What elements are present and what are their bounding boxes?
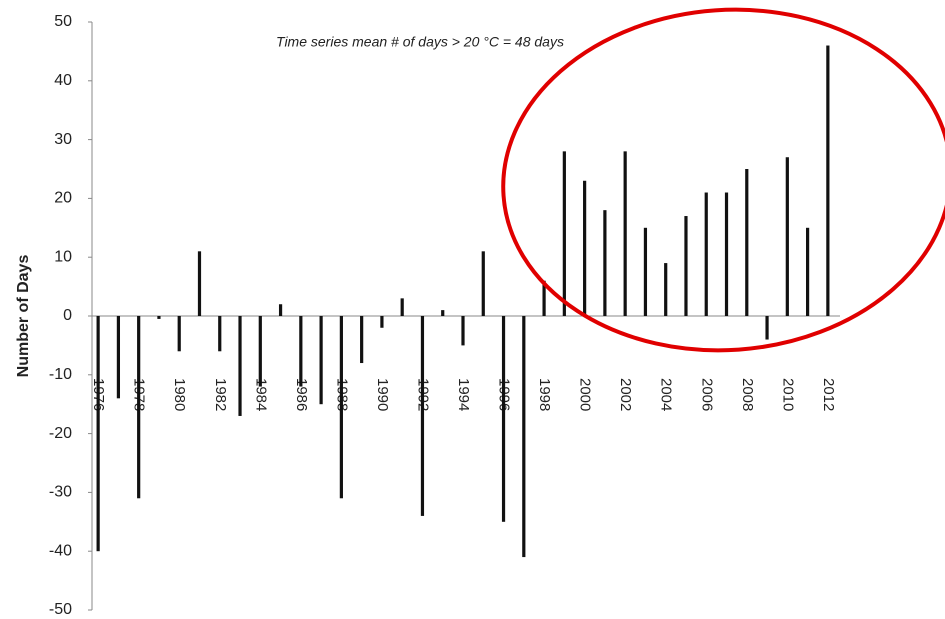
bar: [826, 45, 830, 317]
y-tick-label: -20: [49, 425, 72, 442]
highlight-ellipse: [501, 7, 945, 353]
bar: [420, 316, 425, 516]
bar: [380, 316, 384, 328]
bar: [745, 169, 749, 316]
bar: [461, 316, 465, 346]
bar: [664, 263, 668, 316]
bar: [643, 227, 648, 316]
y-axis-label: Number of Days: [15, 255, 32, 378]
bar: [765, 316, 769, 340]
bar: [96, 316, 100, 552]
y-tick-label: 0: [63, 307, 72, 324]
bar: [177, 316, 181, 352]
bar: [137, 316, 141, 499]
bar: [278, 304, 283, 316]
x-tick-label: 2006: [698, 378, 715, 411]
bar: [197, 251, 202, 316]
y-tick-label: -30: [49, 484, 72, 501]
y-tick-label: -40: [49, 542, 72, 559]
bar: [583, 180, 587, 316]
y-tick-label: 40: [54, 72, 72, 89]
x-tick-label: 1982: [212, 378, 229, 411]
bar: [258, 316, 262, 387]
y-tick-label: 30: [54, 131, 72, 148]
x-tick-label: 1994: [455, 378, 472, 411]
bar: [481, 251, 485, 316]
bar: [501, 316, 506, 522]
y-tick-label: -10: [49, 366, 72, 383]
bar: [684, 216, 688, 316]
x-tick-label: 1990: [374, 378, 391, 411]
bar: [218, 316, 222, 352]
bar: [157, 316, 161, 319]
y-tick-label: 20: [54, 190, 72, 207]
x-tick-label: 2004: [658, 378, 675, 411]
bar: [319, 316, 323, 405]
x-tick-label: 2002: [617, 378, 634, 411]
x-tick-label: 2000: [577, 378, 594, 411]
bar: [522, 316, 526, 558]
bar: [562, 151, 566, 316]
bar: [805, 227, 810, 316]
x-tick-label: 1998: [536, 378, 553, 411]
bar: [704, 192, 708, 316]
bar: [542, 280, 546, 316]
bar: [299, 316, 303, 387]
bar: [116, 316, 121, 399]
x-tick-label: 2012: [820, 378, 837, 411]
bar: [623, 151, 627, 316]
bar: [400, 298, 404, 316]
annotation: Time series mean # of days > 20 °C = 48 …: [276, 34, 564, 50]
x-tick-label: 1984: [252, 378, 269, 411]
y-tick-label: 10: [54, 248, 72, 265]
bar: [441, 310, 445, 316]
bar: [339, 316, 343, 499]
x-tick-label: 1986: [293, 378, 310, 411]
bar: [724, 192, 729, 316]
bar: [785, 157, 789, 316]
x-tick-label: 2010: [779, 378, 796, 411]
x-tick-label: 2008: [739, 378, 756, 411]
bar: [238, 316, 242, 416]
bar: [360, 316, 364, 364]
y-tick-label: 50: [54, 13, 72, 30]
x-tick-label: 1980: [171, 378, 188, 411]
y-tick-label: -50: [49, 601, 72, 618]
bar: [603, 210, 607, 316]
